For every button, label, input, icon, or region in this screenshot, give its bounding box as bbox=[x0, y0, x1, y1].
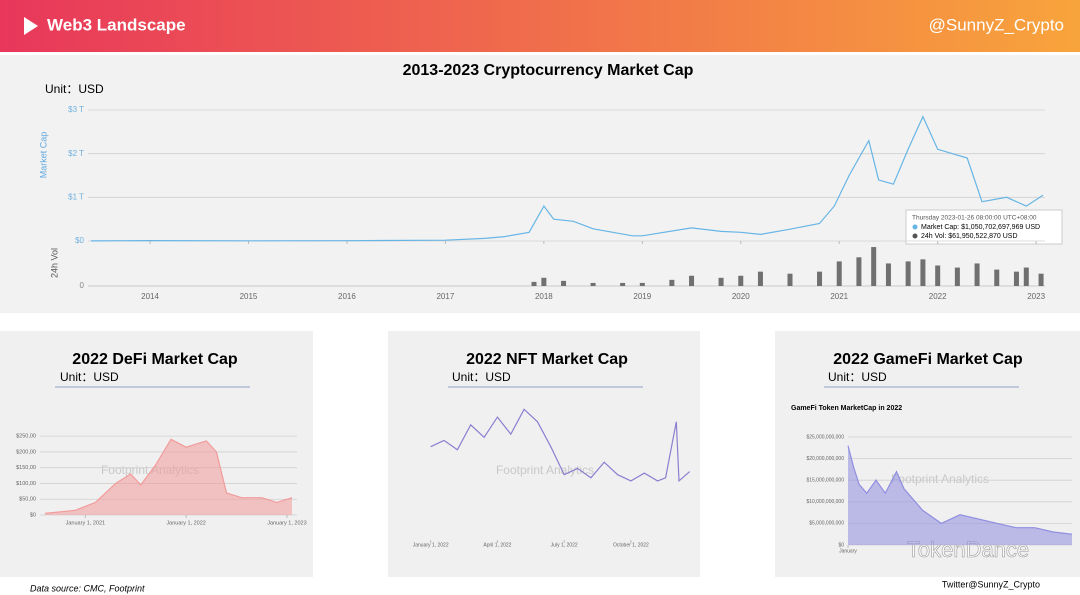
y-tick-label: $250,00 bbox=[16, 434, 36, 440]
bar bbox=[1038, 273, 1044, 286]
card bbox=[388, 331, 700, 577]
header-handle: @SunnyZ_Crypto bbox=[929, 15, 1064, 34]
bar bbox=[541, 277, 547, 286]
x-tick-label: 2014 bbox=[141, 292, 159, 301]
y-tick-label: $2 T bbox=[68, 149, 84, 158]
unit-label: Unit：USD bbox=[60, 370, 119, 384]
line bbox=[90, 115, 1044, 242]
x-tick-label: January bbox=[839, 548, 857, 554]
main-panel bbox=[0, 55, 1080, 313]
x-tick-label: 2015 bbox=[240, 292, 258, 301]
area bbox=[45, 439, 292, 515]
line bbox=[44, 438, 293, 514]
bar bbox=[1023, 267, 1029, 286]
y-tick-label: $200,00 bbox=[16, 449, 36, 455]
x-tick-label: 2018 bbox=[535, 292, 553, 301]
x-tick-label: January 1, 2022 bbox=[413, 542, 449, 548]
unit-label: Unit：USD bbox=[452, 370, 511, 384]
bar bbox=[836, 261, 842, 286]
y-tick-label: 0 bbox=[80, 281, 85, 290]
bar bbox=[620, 282, 626, 286]
y-tick-label: $0 bbox=[75, 236, 84, 245]
unit-label: Unit：USD bbox=[828, 370, 887, 384]
bar bbox=[590, 282, 596, 286]
x-tick-label: April 1, 2022 bbox=[483, 542, 511, 548]
y-tick-label: $50,00 bbox=[19, 497, 36, 503]
bar bbox=[935, 265, 941, 286]
x-tick-label: 2021 bbox=[830, 292, 848, 301]
card bbox=[0, 331, 313, 577]
y-tick-label: $15,000,000,000 bbox=[806, 478, 844, 484]
chart-title: 2022 DeFi Market Cap bbox=[72, 351, 238, 368]
x-tick-label: January 1, 2023 bbox=[267, 520, 306, 526]
bar bbox=[817, 271, 823, 286]
x-tick-label: January 1, 2021 bbox=[66, 520, 105, 526]
y-tick-label: $5,000,000,000 bbox=[809, 521, 844, 527]
bar bbox=[718, 277, 724, 286]
y-tick-label: $150,00 bbox=[16, 465, 36, 471]
bar bbox=[757, 271, 763, 286]
tooltip-text: Market Cap: $1,050,702,697,969 USD bbox=[921, 224, 1040, 231]
x-tick-label: 2016 bbox=[338, 292, 356, 301]
bar bbox=[787, 273, 793, 286]
line bbox=[847, 445, 1073, 535]
x-tick-label: 2023 bbox=[1027, 292, 1045, 301]
x-tick-label: January 1, 2022 bbox=[166, 520, 205, 526]
x-tick-label: October 1, 2022 bbox=[613, 542, 649, 548]
bar bbox=[856, 257, 862, 286]
watermark: Footprint Analytics bbox=[496, 463, 594, 477]
footer-credit: Twitter@SunnyZ_Crypto bbox=[942, 579, 1040, 589]
x-tick-label: July 1, 2022 bbox=[551, 542, 578, 548]
header-icon bbox=[24, 17, 38, 35]
bar bbox=[1013, 271, 1019, 286]
y-tick-label: $20,000,000,000 bbox=[806, 456, 844, 462]
bar bbox=[905, 261, 911, 286]
y-tick-label: $0 bbox=[838, 542, 844, 548]
y-tick-label: $25,000,000,000 bbox=[806, 434, 844, 440]
chart-title: 2022 GameFi Market Cap bbox=[833, 351, 1023, 368]
y-tick-label: $100,00 bbox=[16, 481, 36, 487]
y-tick-label: $1 T bbox=[68, 192, 84, 201]
line bbox=[430, 408, 691, 483]
y-axis-label: 24h Vol bbox=[49, 248, 59, 278]
bar bbox=[639, 282, 645, 286]
footer-source: Data source: CMC, Footprint bbox=[30, 583, 145, 593]
bar bbox=[920, 259, 926, 286]
tooltip-text: 24h Vol: $61,950,522,870 USD bbox=[921, 233, 1018, 240]
bar bbox=[531, 281, 537, 286]
area bbox=[848, 445, 1072, 545]
y-tick-label: $3 T bbox=[68, 105, 84, 114]
tooltip-dot bbox=[912, 224, 918, 230]
bar bbox=[974, 263, 980, 286]
watermark: Footprint Analytics bbox=[891, 472, 989, 486]
bar bbox=[738, 275, 744, 286]
bar bbox=[561, 280, 567, 286]
bar bbox=[994, 269, 1000, 286]
tooltip bbox=[905, 209, 1063, 245]
tooltip-text: Thursday 2023-01-26 08:00:00 UTC+08:00 bbox=[912, 215, 1037, 222]
unit-label: Unit：USD bbox=[45, 82, 104, 96]
header-title: Web3 Landscape bbox=[47, 15, 186, 34]
header-bar bbox=[0, 0, 1080, 52]
y-tick-label: $0 bbox=[30, 512, 36, 518]
bar bbox=[669, 279, 675, 286]
y-axis-label: Market Cap bbox=[38, 132, 48, 179]
x-tick-label: 2019 bbox=[633, 292, 651, 301]
y-tick-label: $10,000,000,000 bbox=[806, 499, 844, 505]
x-tick-label: 2022 bbox=[929, 292, 947, 301]
x-tick-label: 2017 bbox=[436, 292, 454, 301]
bar bbox=[885, 263, 891, 286]
chart-title: 2013-2023 Cryptocurrency Market Cap bbox=[403, 62, 694, 79]
tooltip-dot bbox=[912, 233, 918, 239]
bar bbox=[689, 275, 695, 286]
bar bbox=[954, 267, 960, 286]
bar bbox=[871, 247, 877, 286]
chart-title: 2022 NFT Market Cap bbox=[466, 351, 628, 368]
chart-subtitle: GameFi Token MarketCap in 2022 bbox=[791, 405, 902, 412]
x-tick-label: 2020 bbox=[732, 292, 750, 301]
